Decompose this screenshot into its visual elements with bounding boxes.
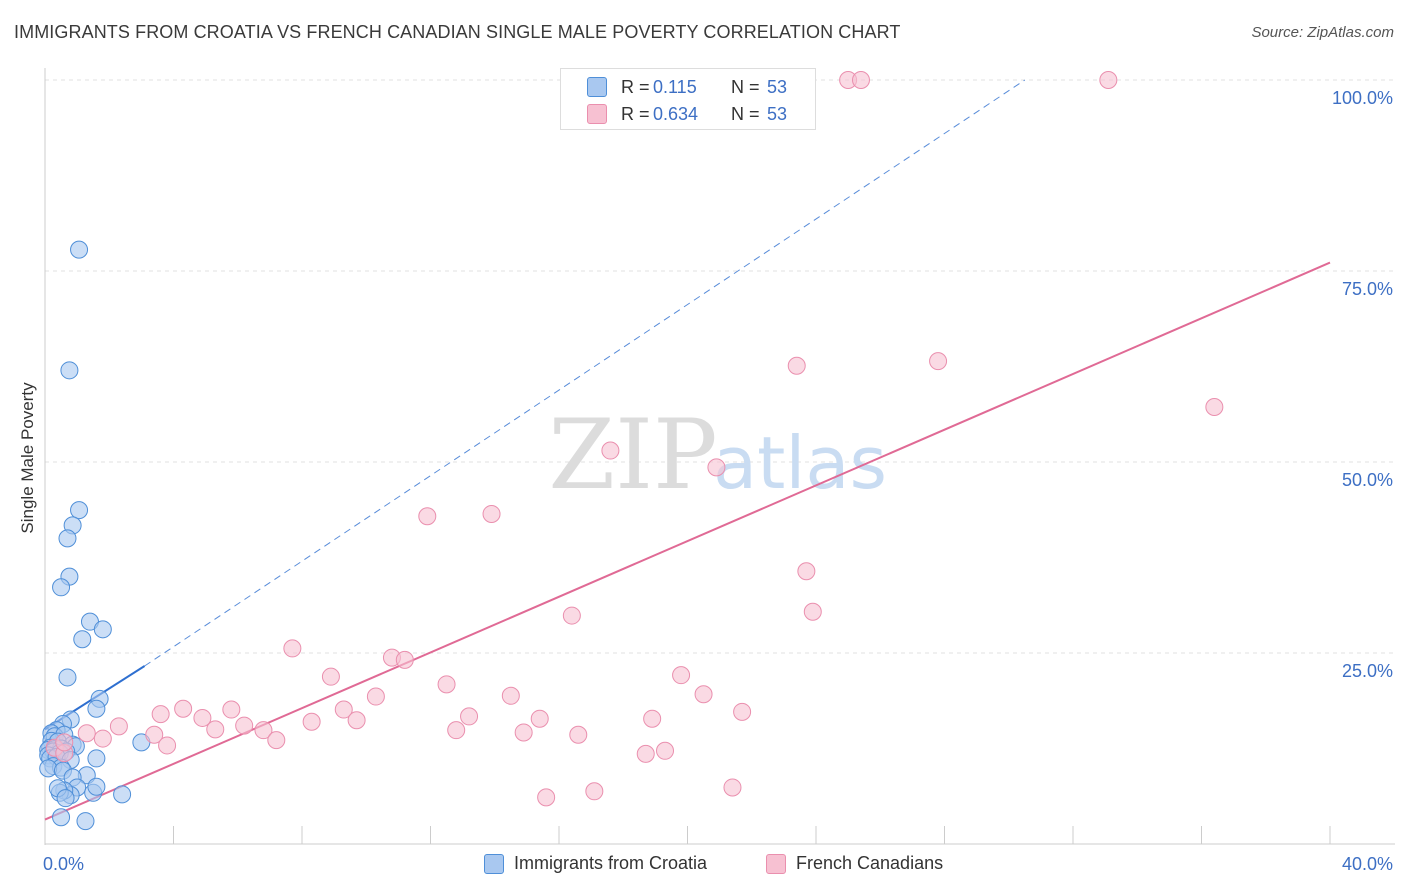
y-tick-label: 100.0% — [1332, 88, 1393, 108]
croatia-point — [70, 501, 89, 520]
french-point — [93, 729, 112, 748]
axes — [44, 68, 1395, 845]
french-point — [797, 562, 816, 581]
french-point — [174, 699, 193, 718]
french-n-value: 53 — [767, 104, 788, 124]
croatia-point — [58, 668, 77, 687]
n-label: N = — [731, 104, 760, 124]
croatia-point — [87, 777, 106, 796]
french-point — [723, 778, 742, 797]
french-trend-line — [44, 261, 1331, 821]
y-axis-label: Single Male Poverty — [18, 382, 37, 534]
french-point — [347, 711, 366, 730]
french-point — [254, 721, 273, 740]
croatia-point — [70, 240, 89, 259]
data-points — [39, 71, 1224, 831]
french-point — [302, 712, 321, 731]
croatia-legend-swatch — [484, 854, 504, 874]
french-point — [803, 602, 822, 621]
french-legend-label: French Canadians — [796, 853, 944, 873]
watermark-zip: ZIP — [548, 399, 717, 511]
source-label: Source: ZipAtlas.com — [1251, 24, 1394, 41]
y-tick-label: 25.0% — [1342, 661, 1393, 681]
french-point — [193, 708, 212, 727]
n-label: N = — [731, 77, 760, 97]
french-point — [437, 675, 456, 694]
croatia-point — [93, 620, 112, 639]
french-point — [929, 352, 948, 371]
french-swatch — [587, 104, 607, 124]
french-point — [1205, 397, 1224, 416]
french-point — [418, 507, 437, 526]
croatia-point — [76, 812, 95, 831]
french-point — [569, 725, 588, 744]
croatia-r-value: 0.115 — [653, 77, 697, 97]
french-point — [643, 709, 662, 728]
french-point — [537, 788, 556, 807]
croatia-n-value: 53 — [767, 77, 788, 97]
gridlines — [45, 79, 1395, 654]
french-point — [601, 441, 620, 460]
french-point — [267, 731, 286, 750]
croatia-point — [87, 699, 106, 718]
croatia-point — [52, 808, 71, 827]
french-point — [460, 707, 479, 726]
french-point — [1099, 71, 1118, 89]
french-r-value: 0.634 — [653, 104, 699, 124]
y-tick-label: 75.0% — [1342, 279, 1393, 299]
french-point — [501, 686, 520, 705]
french-point — [206, 720, 225, 739]
tick-labels: 25.0% 50.0% 75.0% 100.0% 0.0% 40.0% — [43, 88, 1393, 874]
french-point — [55, 733, 74, 752]
french-point — [562, 606, 581, 625]
croatia-trend-dashed — [144, 79, 1026, 667]
r-label: R = — [621, 104, 650, 124]
correlation-legend: R = 0.115 N = 53 R = 0.634 N = 53 — [560, 68, 816, 130]
croatia-point — [58, 529, 77, 548]
french-point — [787, 356, 806, 375]
croatia-point — [113, 785, 132, 804]
french-point — [109, 717, 128, 736]
french-point — [447, 721, 466, 740]
croatia-point — [52, 578, 71, 597]
watermark-atlas: atlas — [713, 421, 887, 505]
french-point — [334, 700, 353, 719]
french-point — [656, 741, 675, 760]
french-point — [395, 650, 414, 669]
x-tick-label: 0.0% — [43, 854, 84, 874]
croatia-legend-label: Immigrants from Croatia — [514, 853, 708, 873]
french-legend-swatch — [766, 854, 786, 874]
croatia-point — [60, 361, 79, 380]
french-point — [694, 685, 713, 704]
french-point — [514, 723, 533, 742]
french-point — [235, 716, 254, 735]
x-tick-label: 40.0% — [1342, 854, 1393, 874]
y-tick-label: 50.0% — [1342, 470, 1393, 490]
french-point — [158, 736, 177, 755]
croatia-point — [39, 759, 58, 778]
french-point — [733, 702, 752, 721]
french-point — [851, 71, 870, 89]
croatia-swatch — [587, 77, 607, 97]
chart-title: IMMIGRANTS FROM CROATIA VS FRENCH CANADI… — [14, 22, 901, 42]
french-point — [530, 709, 549, 728]
french-point — [321, 667, 340, 686]
french-point — [145, 725, 164, 744]
french-point — [283, 639, 302, 658]
croatia-point — [56, 789, 75, 808]
french-point — [366, 687, 385, 706]
r-label: R = — [621, 77, 650, 97]
french-point — [482, 504, 501, 523]
french-point — [672, 666, 691, 685]
croatia-point — [87, 749, 106, 768]
french-point — [636, 744, 655, 763]
croatia-point — [73, 630, 92, 649]
french-point — [151, 705, 170, 724]
french-point — [707, 458, 726, 477]
french-point — [222, 700, 241, 719]
french-point — [77, 724, 96, 743]
french-point — [585, 782, 604, 801]
watermark: ZIP atlas — [548, 399, 887, 511]
